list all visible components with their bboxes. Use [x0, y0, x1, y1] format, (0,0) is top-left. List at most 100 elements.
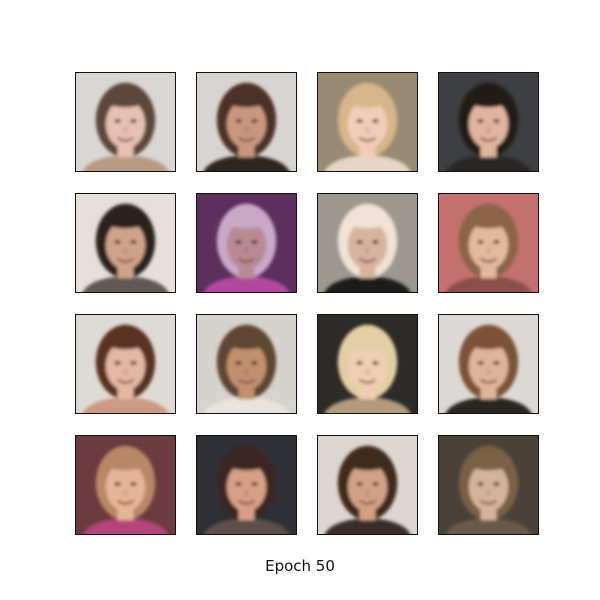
left-eye — [235, 119, 242, 123]
generated-face-sample — [317, 193, 418, 293]
generated-face-sample — [317, 72, 418, 172]
nose — [123, 246, 128, 255]
face — [105, 462, 146, 512]
left-eye — [356, 240, 363, 244]
left-eye — [356, 119, 363, 123]
face — [105, 341, 146, 391]
fringe — [224, 452, 269, 471]
mouth — [358, 378, 377, 384]
fringe — [345, 210, 390, 229]
left-eye — [356, 482, 363, 486]
right-eye — [251, 361, 258, 365]
right-eye — [372, 482, 379, 486]
generated-face-sample — [438, 314, 539, 414]
face-image — [76, 436, 175, 534]
mouth — [237, 257, 256, 263]
right-eye — [251, 240, 258, 244]
shoulders — [324, 397, 411, 413]
shoulders — [82, 518, 169, 534]
shoulders — [324, 276, 411, 292]
nose — [123, 488, 128, 497]
fringe — [224, 331, 269, 350]
generated-face-sample — [438, 435, 539, 535]
nose — [486, 367, 491, 376]
shoulders — [445, 518, 532, 534]
generated-face-sample — [196, 193, 297, 293]
epoch-caption: Epoch 50 — [265, 557, 335, 575]
face — [468, 99, 509, 149]
generated-face-sample — [438, 72, 539, 172]
right-eye — [251, 482, 258, 486]
generated-face-sample — [196, 435, 297, 535]
nose — [244, 246, 249, 255]
face — [226, 341, 267, 391]
generated-face-sample — [438, 193, 539, 293]
nose — [365, 246, 370, 255]
right-eye — [493, 119, 500, 123]
fringe — [103, 89, 148, 108]
shoulders — [203, 397, 290, 413]
fringe — [103, 452, 148, 471]
face-image — [197, 73, 296, 171]
nose — [486, 125, 491, 134]
nose — [486, 246, 491, 255]
mouth — [237, 378, 256, 384]
fringe — [103, 210, 148, 229]
generated-face-sample — [317, 435, 418, 535]
fringe — [466, 89, 511, 108]
generated-face-sample — [75, 193, 176, 293]
face-image — [318, 73, 417, 171]
face-image — [318, 315, 417, 413]
face-image — [76, 194, 175, 292]
nose — [365, 125, 370, 134]
face-image — [318, 194, 417, 292]
face — [347, 99, 388, 149]
face-image — [439, 315, 538, 413]
shoulders — [324, 518, 411, 534]
face — [347, 220, 388, 270]
mouth — [479, 499, 498, 505]
fringe — [224, 89, 269, 108]
left-eye — [356, 361, 363, 365]
generated-face-sample — [196, 314, 297, 414]
nose — [123, 125, 128, 134]
left-eye — [114, 240, 121, 244]
nose — [365, 367, 370, 376]
fringe — [466, 210, 511, 229]
left-eye — [235, 482, 242, 486]
mouth — [116, 499, 135, 505]
face-image — [439, 436, 538, 534]
mouth — [116, 136, 135, 142]
fringe — [466, 452, 511, 471]
shoulders — [203, 155, 290, 171]
left-eye — [477, 240, 484, 244]
left-eye — [477, 361, 484, 365]
face — [105, 220, 146, 270]
left-eye — [114, 119, 121, 123]
mouth — [479, 378, 498, 384]
generated-face-sample — [75, 72, 176, 172]
face — [468, 462, 509, 512]
nose — [365, 488, 370, 497]
right-eye — [372, 361, 379, 365]
left-eye — [477, 482, 484, 486]
mouth — [237, 136, 256, 142]
shoulders — [324, 155, 411, 171]
shoulders — [82, 276, 169, 292]
face-image — [197, 436, 296, 534]
face-image — [76, 315, 175, 413]
face — [468, 341, 509, 391]
nose — [123, 367, 128, 376]
nose — [244, 367, 249, 376]
face-image — [439, 194, 538, 292]
face — [347, 341, 388, 391]
right-eye — [130, 240, 137, 244]
fringe — [345, 89, 390, 108]
generated-face-sample — [75, 435, 176, 535]
nose — [486, 488, 491, 497]
face-image — [76, 73, 175, 171]
left-eye — [235, 361, 242, 365]
left-eye — [477, 119, 484, 123]
face — [105, 99, 146, 149]
mouth — [116, 257, 135, 263]
